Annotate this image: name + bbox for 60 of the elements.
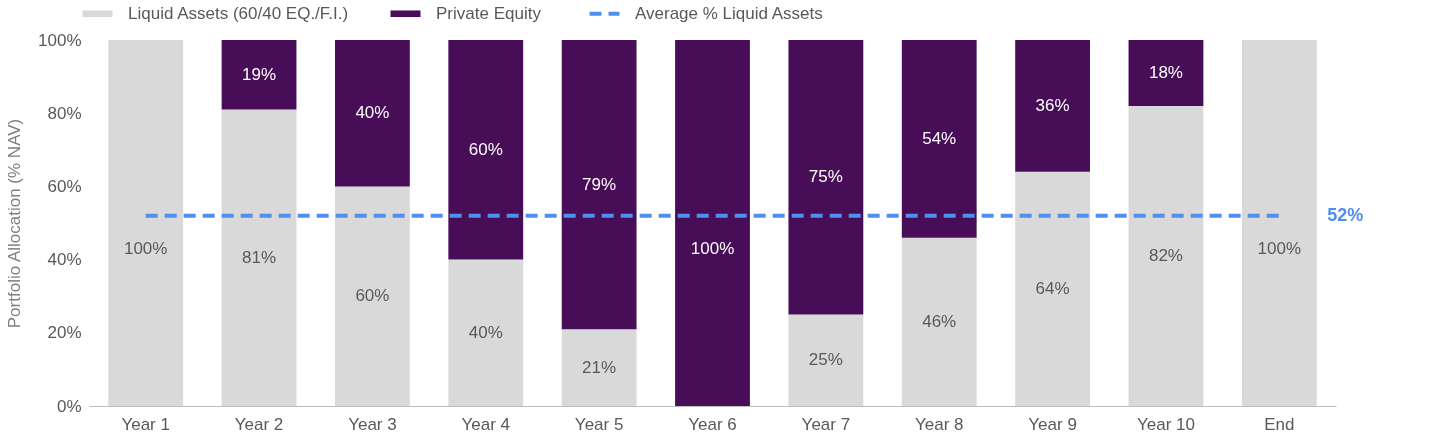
data-label: 40%	[468, 322, 503, 342]
bar	[1128, 105, 1204, 406]
y-tick-label: 40%	[47, 250, 82, 270]
data-label: 46%	[922, 311, 957, 331]
data-label: 79%	[582, 174, 617, 194]
y-tick-label: 60%	[47, 176, 82, 196]
x-tick-label: Year 1	[121, 414, 170, 434]
data-label: 21%	[582, 357, 617, 377]
x-tick-label: Year 3	[348, 414, 397, 434]
bar	[901, 237, 977, 406]
bar	[448, 40, 524, 260]
annotation: 52%	[1327, 204, 1364, 225]
data-label: 18%	[1148, 62, 1183, 82]
data-label: 25%	[808, 350, 843, 370]
bar	[108, 40, 184, 406]
bar	[901, 40, 977, 238]
y-axis-title: Portfolio Allocation (% NAV)	[5, 118, 25, 329]
data-label: 60%	[468, 139, 503, 159]
bar	[788, 40, 864, 315]
x-tick-label: Year 7	[801, 414, 851, 434]
data-label: 64%	[1035, 278, 1070, 298]
x-tick-label: Year 2	[234, 414, 284, 434]
data-label: 19%	[242, 64, 277, 84]
x-tick-label: Year 4	[461, 414, 511, 434]
x-tick-label: End	[1264, 414, 1295, 434]
x-tick-label: Year 9	[1028, 414, 1077, 434]
data-label: 54%	[922, 128, 957, 148]
bar	[221, 109, 297, 406]
legend-label: Private Equity	[436, 3, 542, 23]
y-tick-label: 100%	[38, 30, 82, 50]
data-label: 100%	[123, 238, 168, 258]
bar	[335, 186, 410, 406]
y-tick-label: 80%	[47, 103, 82, 123]
bar	[221, 40, 297, 110]
x-tick-label: Year 6	[688, 414, 737, 434]
bar	[675, 40, 750, 406]
bar	[561, 40, 637, 330]
data-label: 82%	[1148, 245, 1183, 265]
bar	[788, 314, 864, 406]
bar	[1241, 40, 1317, 406]
x-tick-label: Year 8	[914, 414, 964, 434]
bar	[1015, 171, 1090, 406]
bar	[335, 40, 410, 187]
data-label: 81%	[242, 247, 277, 267]
legend-label: Average % Liquid Assets	[635, 3, 823, 23]
bar	[561, 329, 637, 406]
x-tick-label: Year 5	[574, 414, 624, 434]
data-label: 40%	[355, 103, 390, 123]
data-label: 75%	[808, 167, 843, 187]
bar	[1128, 40, 1204, 106]
bar	[1015, 40, 1090, 172]
data-label: 100%	[1257, 238, 1302, 258]
legend-label: Liquid Assets (60/40 EQ./F.I.)	[128, 3, 349, 23]
data-label: 100%	[690, 238, 735, 258]
bar	[448, 259, 524, 406]
data-label: 60%	[355, 286, 390, 306]
x-tick-label: Year 10	[1136, 414, 1195, 434]
y-tick-label: 0%	[56, 396, 82, 416]
y-tick-label: 20%	[47, 323, 82, 343]
data-label: 36%	[1035, 95, 1070, 115]
